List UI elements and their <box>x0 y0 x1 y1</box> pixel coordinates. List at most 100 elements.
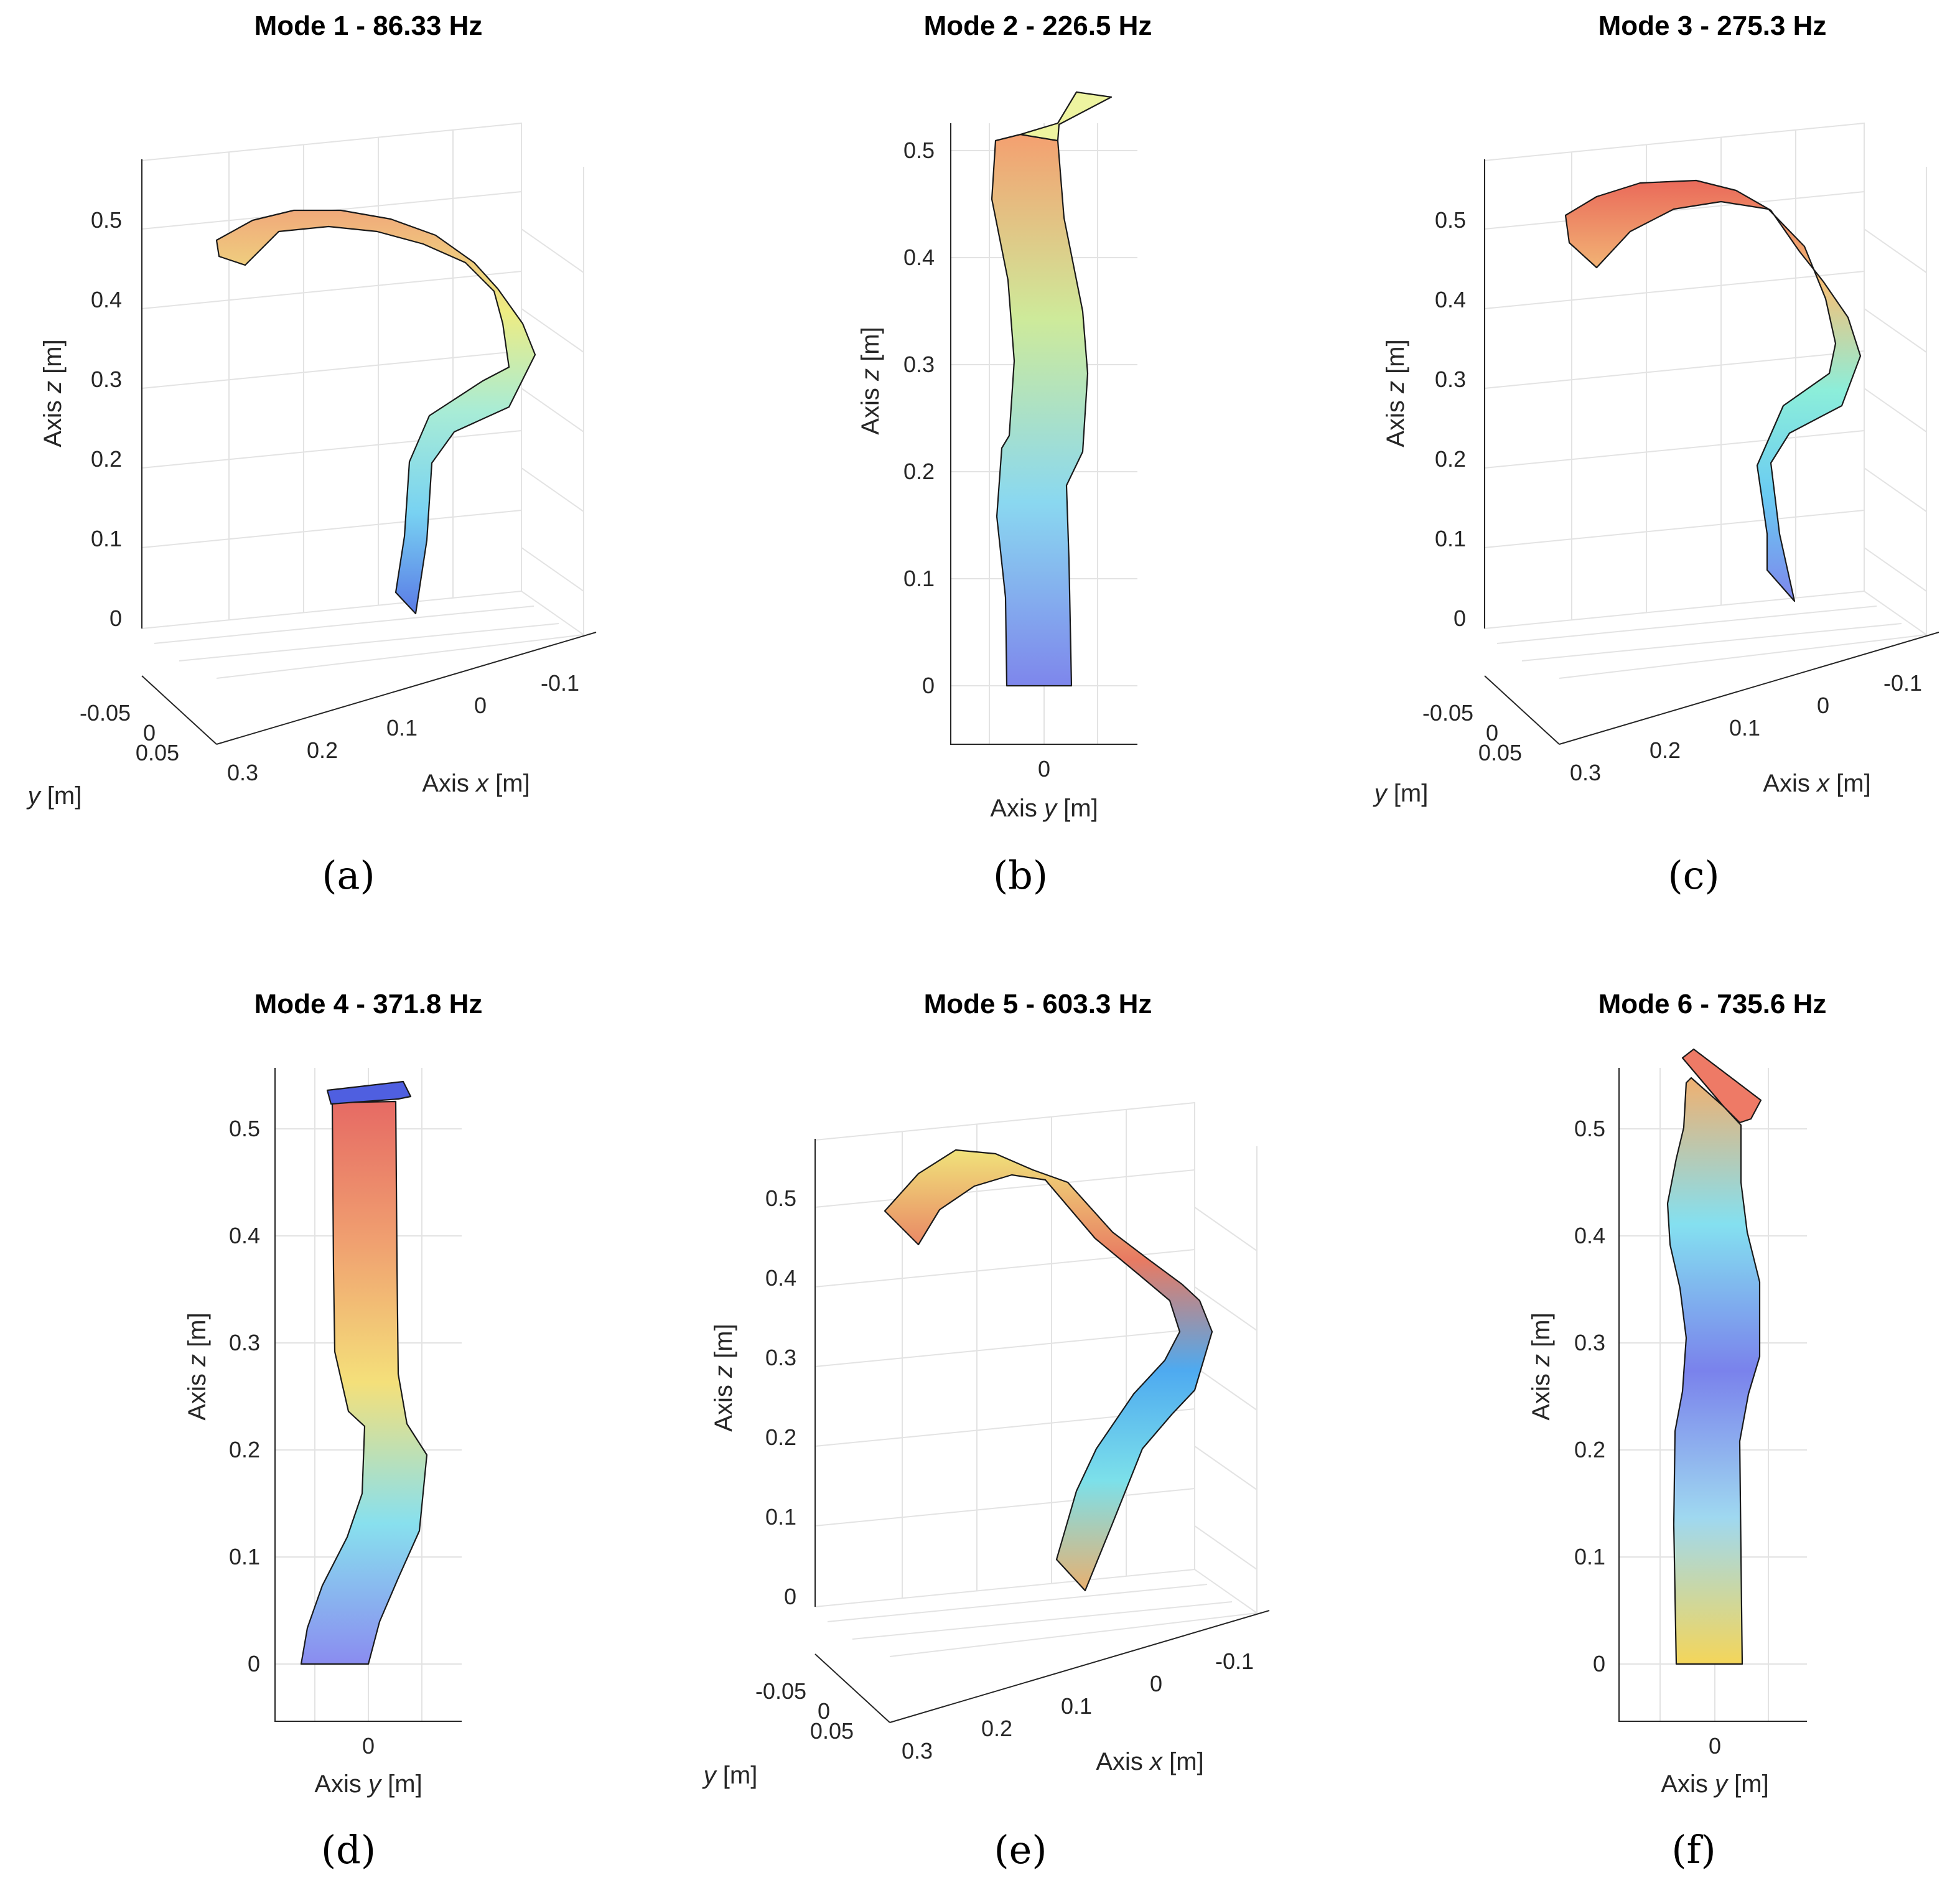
panel-f-mode-shape-surface <box>1666 1077 1761 1665</box>
panel-e-title: Mode 5 - 603.3 Hz <box>924 989 1152 1019</box>
x-tick-label: 0.1 <box>1729 715 1760 741</box>
panel-e-mode-shape-surface <box>884 1149 1213 1592</box>
y-tick-label: 0 <box>143 720 156 746</box>
z-tick-label: 0.5 <box>1574 1116 1605 1141</box>
z-tick-label: 0.1 <box>1435 526 1466 551</box>
panel-a-grid <box>141 122 586 679</box>
panel-b-label: (b) <box>993 853 1048 898</box>
z-tick-label: 0.5 <box>903 138 935 163</box>
y-tick-label: 0.05 <box>1478 740 1522 765</box>
y-tick-label: 0 <box>1709 1733 1721 1759</box>
panel-c-z-axis-label: Axis z [m] <box>1382 339 1409 447</box>
panel-c-y-tick-labels: -0.05 0 0.05 <box>1422 700 1522 765</box>
y-tick-label: 0 <box>362 1733 375 1759</box>
z-tick-label: 0.3 <box>903 352 935 377</box>
panel-e-z-axis-label: Axis z [m] <box>710 1324 737 1431</box>
panel-e-z-tick-labels: 0 0.1 0.2 0.3 0.4 0.5 <box>765 1185 796 1609</box>
panel-b-top-flap <box>1019 91 1113 142</box>
x-tick-label: 0.2 <box>981 1716 1012 1741</box>
panel-d-title: Mode 4 - 371.8 Hz <box>254 989 483 1019</box>
z-tick-label: 0.4 <box>765 1265 796 1291</box>
z-tick-label: 0.5 <box>229 1116 260 1141</box>
panel-a-z-tick-labels: 0 0.1 0.2 0.3 0.4 0.5 <box>91 207 122 631</box>
y-tick-label: 0.05 <box>136 740 179 765</box>
z-tick-label: 0 <box>922 673 935 698</box>
panel-c-y-axis-label: y [m] <box>1373 780 1429 807</box>
panel-e-label: (e) <box>994 1827 1047 1872</box>
panel-c-x-tick-labels: -0.1 0 0.1 0.2 0.3 <box>1570 670 1922 785</box>
z-tick-label: 0 <box>1593 1651 1605 1676</box>
y-tick-label: 0 <box>1486 720 1498 746</box>
panel-f-top-flap <box>1681 1048 1762 1124</box>
panel-c-title: Mode 3 - 275.3 Hz <box>1598 11 1827 41</box>
z-tick-label: 0.4 <box>1574 1223 1605 1248</box>
panel-b-z-tick-labels: 0 0.1 0.2 0.3 0.4 0.5 <box>903 138 935 698</box>
panel-a-x-tick-labels: -0.1 0 0.1 0.2 0.3 <box>227 670 579 785</box>
panel-c-label: (c) <box>1668 853 1719 898</box>
panel-a: Mode 1 - 86.33 Hz 0 0.1 <box>26 11 597 898</box>
x-tick-label: -0.1 <box>541 670 579 696</box>
panel-a-mode-shape-surface <box>215 209 536 615</box>
panel-a-y-axis-label: y [m] <box>26 782 82 810</box>
panel-a-title: Mode 1 - 86.33 Hz <box>254 11 483 41</box>
y-tick-label: -0.05 <box>1422 700 1473 726</box>
x-tick-label: 0 <box>1150 1671 1162 1696</box>
x-tick-label: 0.3 <box>227 760 258 785</box>
z-tick-label: 0 <box>1454 605 1466 631</box>
panel-c-mode-shape-surface <box>1564 179 1862 602</box>
z-tick-label: 0.1 <box>229 1544 260 1569</box>
z-tick-label: 0.4 <box>91 287 122 312</box>
panel-c-grid <box>1484 122 1928 679</box>
z-tick-label: 0.1 <box>91 526 122 551</box>
y-tick-label: 0 <box>1038 756 1050 782</box>
z-tick-label: 0.4 <box>1435 287 1466 312</box>
z-tick-label: 0.3 <box>1574 1330 1605 1355</box>
y-tick-label: 0.05 <box>810 1718 854 1744</box>
z-tick-label: 0.1 <box>903 566 935 591</box>
z-tick-label: 0.1 <box>765 1504 796 1530</box>
panel-d-label: (d) <box>321 1827 376 1872</box>
z-tick-label: 0.1 <box>1574 1544 1605 1569</box>
z-tick-label: 0.2 <box>229 1437 260 1462</box>
panel-a-y-tick-labels: -0.05 0 0.05 <box>80 700 179 765</box>
z-tick-label: 0.4 <box>229 1223 260 1248</box>
x-tick-label: -0.1 <box>1883 670 1922 696</box>
z-tick-label: 0.5 <box>91 207 122 233</box>
panel-d-z-tick-labels: 0 0.1 0.2 0.3 0.4 0.5 <box>229 1116 260 1676</box>
panel-d-y-axis-label: Axis y [m] <box>314 1770 422 1798</box>
panel-f-z-axis-label: Axis z [m] <box>1528 1312 1555 1420</box>
x-tick-label: 0 <box>474 693 487 718</box>
panel-a-x-axis-label: Axis x [m] <box>422 770 530 797</box>
z-tick-label: 0.2 <box>765 1424 796 1450</box>
panel-c-x-axis-label: Axis x [m] <box>1763 770 1870 797</box>
z-tick-label: 0 <box>110 605 122 631</box>
panel-f-y-axis-label: Axis y [m] <box>1661 1770 1768 1798</box>
z-tick-label: 0.4 <box>903 245 935 270</box>
x-tick-label: 0.3 <box>902 1738 933 1764</box>
z-tick-label: 0.3 <box>765 1345 796 1370</box>
z-tick-label: 0.2 <box>91 446 122 472</box>
panel-a-label: (a) <box>322 853 375 898</box>
z-tick-label: 0 <box>248 1651 260 1676</box>
y-tick-label: 0 <box>818 1698 830 1724</box>
panel-d-z-axis-label: Axis z [m] <box>184 1312 211 1420</box>
panel-c: Mode 3 - 275.3 Hz 0 0.1 <box>1373 11 1939 898</box>
panel-e-x-tick-labels: -0.1 0 0.1 0.2 0.3 <box>902 1648 1254 1764</box>
panel-d-mode-shape-surface <box>300 1100 428 1665</box>
panel-a-z-axis-label: Axis z [m] <box>39 339 67 447</box>
x-tick-label: 0.1 <box>1061 1693 1092 1719</box>
panel-d: Mode 4 - 371.8 Hz 0 0.1 0.2 0.3 0.4 0.5 … <box>184 989 482 1872</box>
panel-f-z-tick-labels: 0 0.1 0.2 0.3 0.4 0.5 <box>1574 1116 1605 1676</box>
z-tick-label: 0.2 <box>1574 1437 1605 1462</box>
x-tick-label: 0.1 <box>386 715 418 741</box>
panel-b-y-axis-label: Axis y [m] <box>990 795 1098 822</box>
panel-b-mode-shape-surface <box>991 133 1089 687</box>
x-tick-label: 0.2 <box>307 737 338 763</box>
panel-e: Mode 5 - 603.3 Hz 0 0.1 <box>702 989 1270 1872</box>
panel-d-top-flap <box>326 1080 412 1105</box>
panel-b-title: Mode 2 - 226.5 Hz <box>924 11 1152 41</box>
z-tick-label: 0.5 <box>765 1185 796 1211</box>
x-tick-label: 0.3 <box>1570 760 1601 785</box>
y-tick-label: -0.05 <box>80 700 131 726</box>
